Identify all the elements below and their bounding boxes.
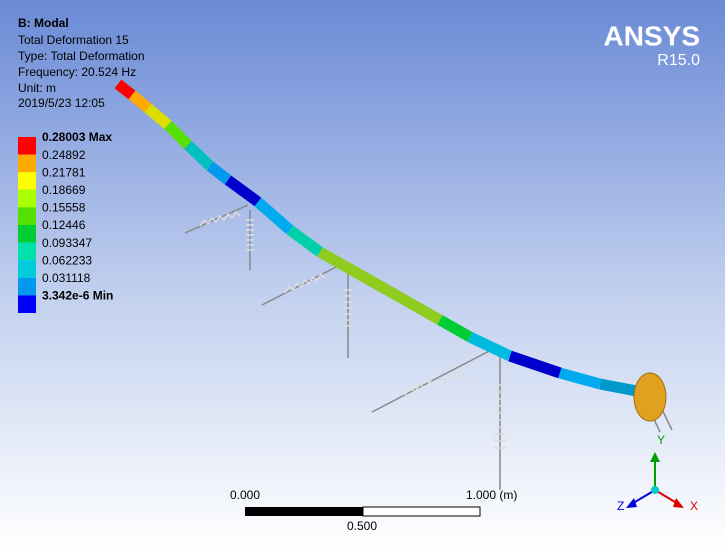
legend-label: 0.24892 [42,148,86,162]
legend-label: 0.062233 [42,253,92,267]
info-line: Total Deformation 15 [18,33,129,47]
disk [633,372,667,422]
springs [184,204,673,490]
info-line: Frequency: 20.524 Hz [18,65,136,79]
legend-swatch [18,172,36,190]
axis-y: Y [657,433,665,447]
axis-z: Z [617,499,624,513]
legend-swatch [18,137,36,155]
beam [114,79,644,398]
legend-label: 0.093347 [42,236,92,250]
legend-label: 0.28003 Max [42,130,112,144]
scale-bar-white [362,506,481,517]
model-title: B: Modal [18,16,69,30]
legend-label: 0.031118 [42,271,91,285]
legend: 0.28003 Max 0.24892 0.21781 0.18669 0.15558 0… [18,130,113,313]
legend-label: 0.12446 [42,218,86,232]
scale-bar-black [245,507,363,516]
legend-swatch [18,295,36,313]
legend-swatch [18,225,36,243]
legend-swatch [18,277,36,296]
legend-label: 0.18669 [42,183,86,197]
scale-start: 0.000 [230,488,260,502]
legend-swatch [18,189,36,208]
legend-swatch [18,242,36,261]
axis-x: X [690,499,698,513]
info-line: Unit: m [18,81,56,95]
legend-label: 3.342e-6 Min [42,289,113,303]
logo-version: R15.0 [657,52,700,69]
info-line: 2019/5/23 12:05 [18,96,105,110]
logo-brand: ANSYS [604,20,700,51]
legend-swatch [18,207,36,225]
triad: Y X Z [617,433,698,513]
legend-label: 0.15558 [42,201,86,215]
legend-label: 0.21781 [42,165,86,179]
scale-end: 1.000 (m) [466,488,517,502]
legend-swatch [18,154,36,173]
info-line: Type: Total Deformation [18,49,145,63]
scale-mid: 0.500 [347,519,377,533]
legend-swatch [18,260,36,278]
